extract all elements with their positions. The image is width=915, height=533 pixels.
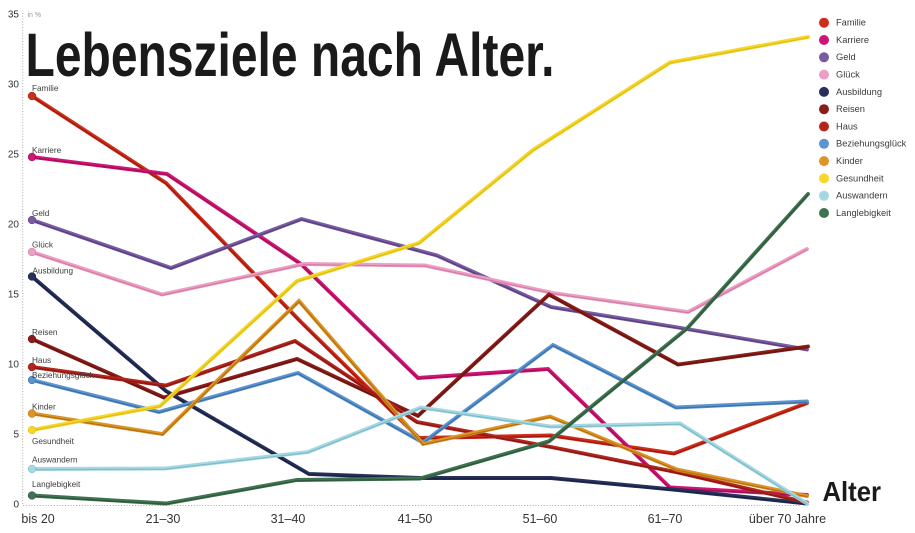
svg-text:Reisen: Reisen [836,104,865,114]
svg-text:31–40: 31–40 [271,512,306,526]
svg-text:5: 5 [13,430,19,441]
svg-text:Reisen: Reisen [32,328,58,337]
svg-text:Langlebigkeit: Langlebigkeit [836,208,891,218]
svg-text:Auswandern: Auswandern [32,456,78,465]
svg-text:über 70 Jahre: über 70 Jahre [749,512,826,526]
svg-text:Kinder: Kinder [32,403,56,412]
svg-text:Beziehungsglück: Beziehungsglück [836,139,907,149]
svg-text:Gesundheit: Gesundheit [32,437,75,446]
svg-text:Langlebigkeit: Langlebigkeit [32,480,81,489]
svg-text:51–60: 51–60 [523,512,558,526]
svg-text:0: 0 [13,500,19,511]
svg-text:Gesundheit: Gesundheit [836,173,884,183]
svg-text:41–50: 41–50 [398,512,433,526]
svg-text:Haus: Haus [836,121,858,131]
svg-text:bis 20: bis 20 [21,512,54,526]
svg-text:Ausbildung: Ausbildung [33,267,74,276]
svg-text:Glück: Glück [32,241,54,250]
svg-text:10: 10 [8,360,20,371]
svg-text:Geld: Geld [836,52,856,62]
svg-text:25: 25 [8,150,20,161]
svg-text:15: 15 [8,290,20,301]
svg-text:Karriere: Karriere [836,35,869,45]
svg-text:30: 30 [8,80,20,91]
svg-text:21–30: 21–30 [146,512,181,526]
svg-text:35: 35 [8,10,20,21]
svg-text:Glück: Glück [836,70,860,80]
svg-text:Karriere: Karriere [32,146,62,155]
svg-text:Alter: Alter [823,476,882,507]
svg-text:Familie: Familie [32,84,59,93]
svg-text:Ausbildung: Ausbildung [836,87,882,97]
svg-text:61–70: 61–70 [648,512,683,526]
svg-text:Lebensziele nach Alter.: Lebensziele nach Alter. [26,21,555,89]
svg-text:Beziehungsglück: Beziehungsglück [32,371,95,380]
svg-text:Kinder: Kinder [836,156,863,166]
svg-text:in %: in % [28,12,42,19]
svg-text:Haus: Haus [32,356,51,365]
svg-text:Geld: Geld [32,209,50,218]
svg-text:20: 20 [8,220,20,231]
svg-text:Auswandern: Auswandern [836,191,888,201]
svg-text:Familie: Familie [836,18,866,28]
